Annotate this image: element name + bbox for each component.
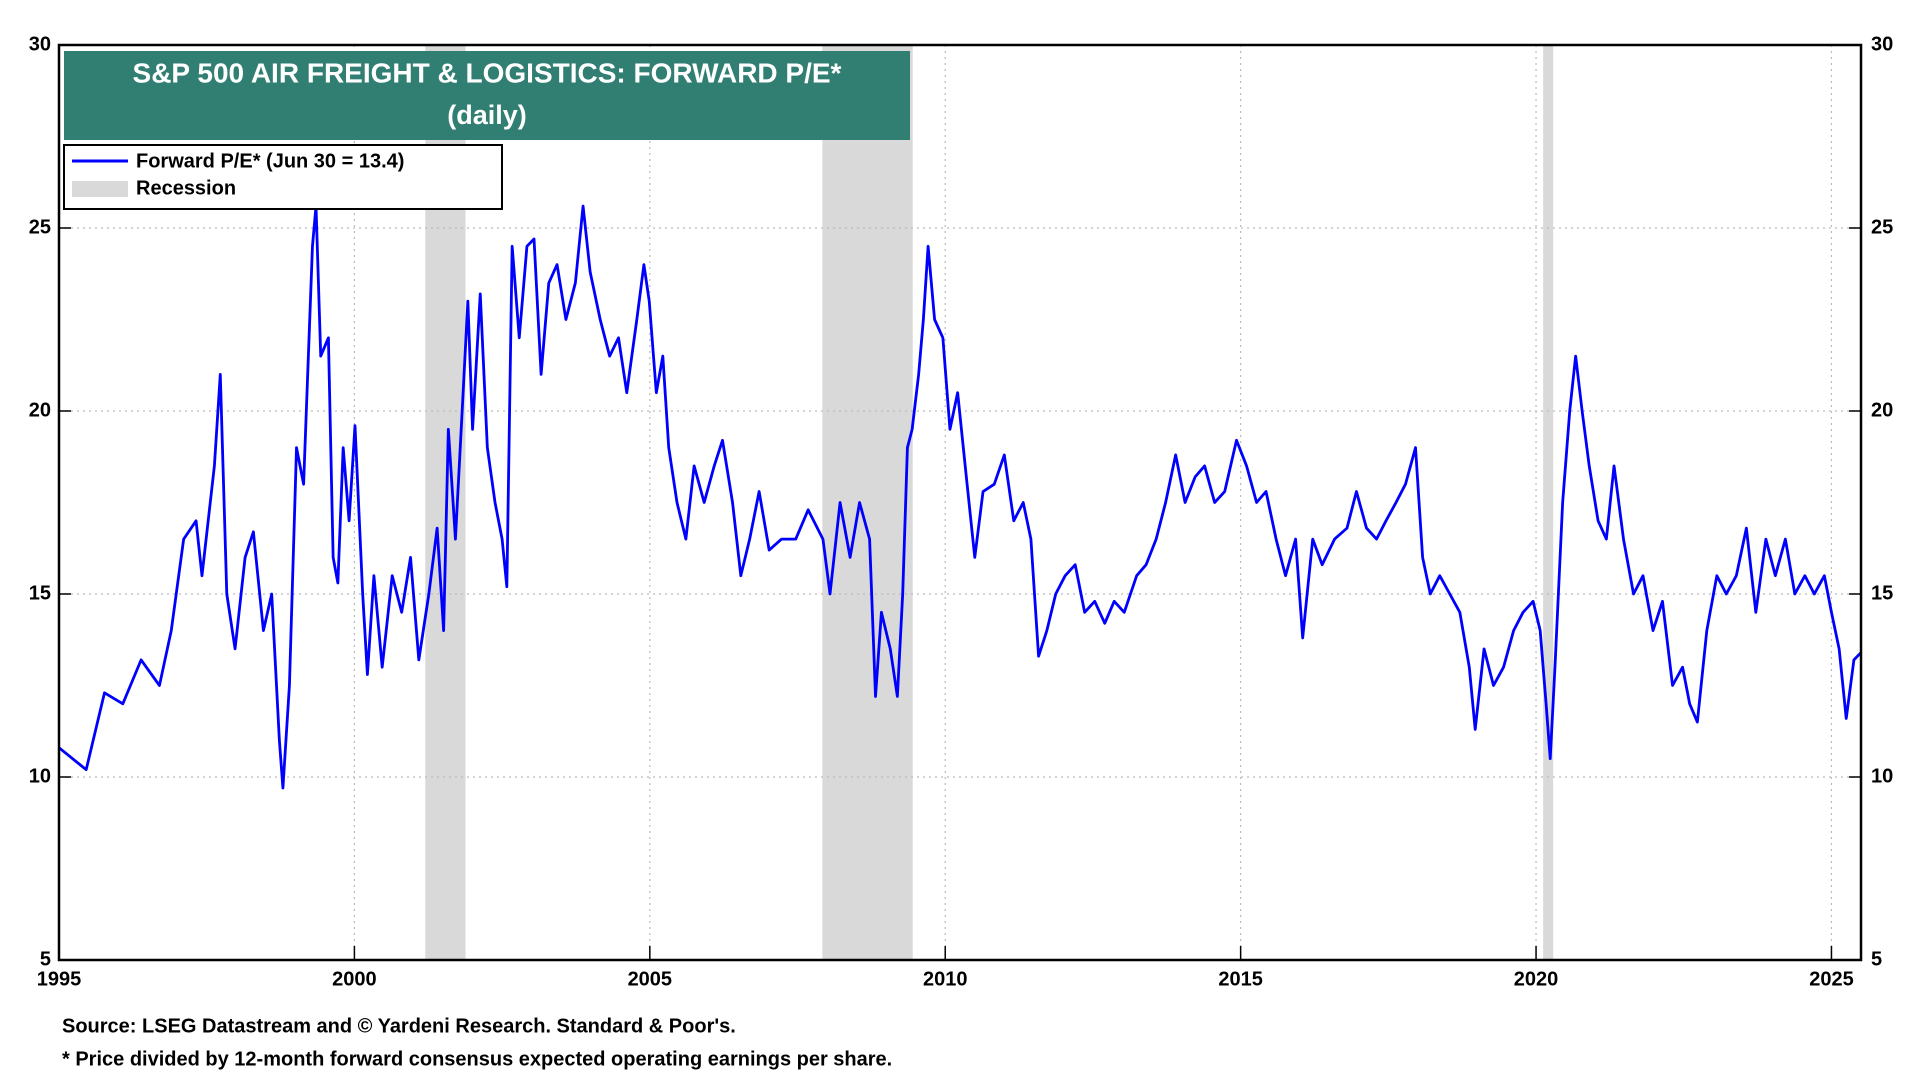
series-line <box>58 204 1863 790</box>
legend-box <box>63 144 503 210</box>
legend-label: Forward P/E* (Jun 30 = 13.4) <box>136 150 404 172</box>
chart-subtitle: (daily) <box>447 100 527 130</box>
y2-tick-label: 20 <box>1871 399 1893 421</box>
x-tick-label: 2000 <box>332 968 377 990</box>
x-tick-label: 2015 <box>1218 968 1263 990</box>
y-tick-label: 25 <box>29 216 51 238</box>
y-tick-label: 5 <box>40 948 51 970</box>
y2-tick-label: 15 <box>1871 582 1893 604</box>
source-note: Source: LSEG Datastream and © Yardeni Re… <box>62 1015 736 1037</box>
y-tick-label: 20 <box>29 399 51 421</box>
x-tick-label: 2025 <box>1809 968 1854 990</box>
chart-title: S&P 500 AIR FREIGHT & LOGISTICS: FORWARD… <box>133 57 842 88</box>
legend-swatch <box>72 181 128 197</box>
x-tick-label: 2020 <box>1514 968 1559 990</box>
y2-tick-label: 30 <box>1871 33 1893 55</box>
title-box <box>64 51 910 140</box>
legend-label: Recession <box>136 177 236 199</box>
y2-tick-label: 10 <box>1871 765 1893 787</box>
axes: 1995 2000 2005 2010 2015 2020 2025510152025305… <box>29 33 1894 990</box>
y-tick-label: 10 <box>29 765 51 787</box>
x-tick-label: 2010 <box>923 968 968 990</box>
y2-tick-label: 25 <box>1871 216 1893 238</box>
y-tick-label: 15 <box>29 582 51 604</box>
recession-band <box>822 45 913 960</box>
footnote: * Price divided by 12-month forward cons… <box>62 1048 892 1070</box>
plot-frame <box>57 43 1863 962</box>
y2-tick-label: 5 <box>1871 948 1882 970</box>
y-tick-label: 30 <box>29 33 51 55</box>
plot-background <box>425 45 1554 960</box>
x-tick-label: 1995 <box>37 968 82 990</box>
legend: Forward P/E* (Jun 30 = 13.4) Recession <box>63 144 503 210</box>
lines <box>58 204 1863 790</box>
frame <box>57 43 1863 962</box>
recession-band <box>1543 45 1554 960</box>
x-tick-label: 2005 <box>628 968 673 990</box>
